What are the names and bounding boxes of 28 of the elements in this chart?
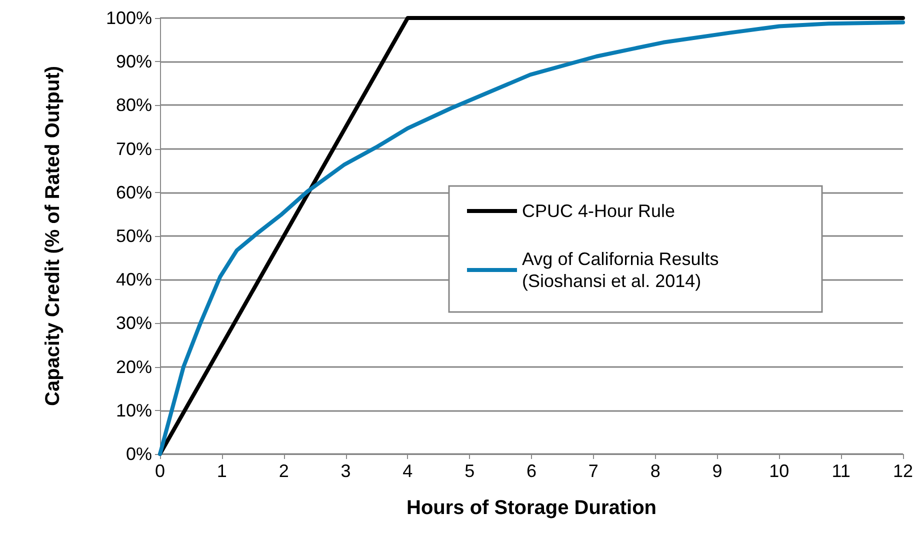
- y-tick-label: 0%: [126, 444, 152, 464]
- y-tick-label: 70%: [116, 138, 152, 159]
- y-axis-title: Capacity Credit (% of Rated Output): [42, 66, 64, 406]
- x-tick-label: 7: [588, 461, 598, 481]
- y-tick-label: 100%: [106, 8, 152, 28]
- x-tick-label: 12: [892, 461, 914, 481]
- y-tick-label: 10%: [116, 400, 152, 420]
- x-tick-label: 5: [464, 461, 475, 481]
- y-tick-label: 30%: [116, 313, 152, 334]
- y-tick-label: 90%: [116, 52, 152, 72]
- x-tick-label: 6: [526, 461, 537, 481]
- x-tick-label: 9: [712, 461, 722, 481]
- y-tick-label: 50%: [116, 226, 152, 246]
- x-tick-label: 4: [402, 461, 413, 481]
- x-tick-label: 11: [832, 461, 850, 481]
- x-tick-label: 0: [154, 461, 166, 481]
- y-tick-label: 80%: [116, 95, 152, 116]
- legend-label: CPUC 4-Hour Rule: [522, 201, 676, 221]
- y-tick-label: 20%: [116, 356, 152, 377]
- x-tick-label: 10: [769, 461, 790, 481]
- legend-label: Avg of California Results (Sioshansi et al. 2014): [522, 249, 724, 291]
- y-tick-label: 40%: [116, 270, 152, 290]
- y-tick-label: 60%: [116, 182, 152, 202]
- x-tick-label: 3: [340, 461, 351, 481]
- x-tick-label: 1: [216, 461, 227, 481]
- x-tick-label: 8: [650, 461, 660, 481]
- x-axis-title: Hours of Storage Duration: [406, 497, 657, 519]
- x-tick-label: 2: [278, 461, 289, 481]
